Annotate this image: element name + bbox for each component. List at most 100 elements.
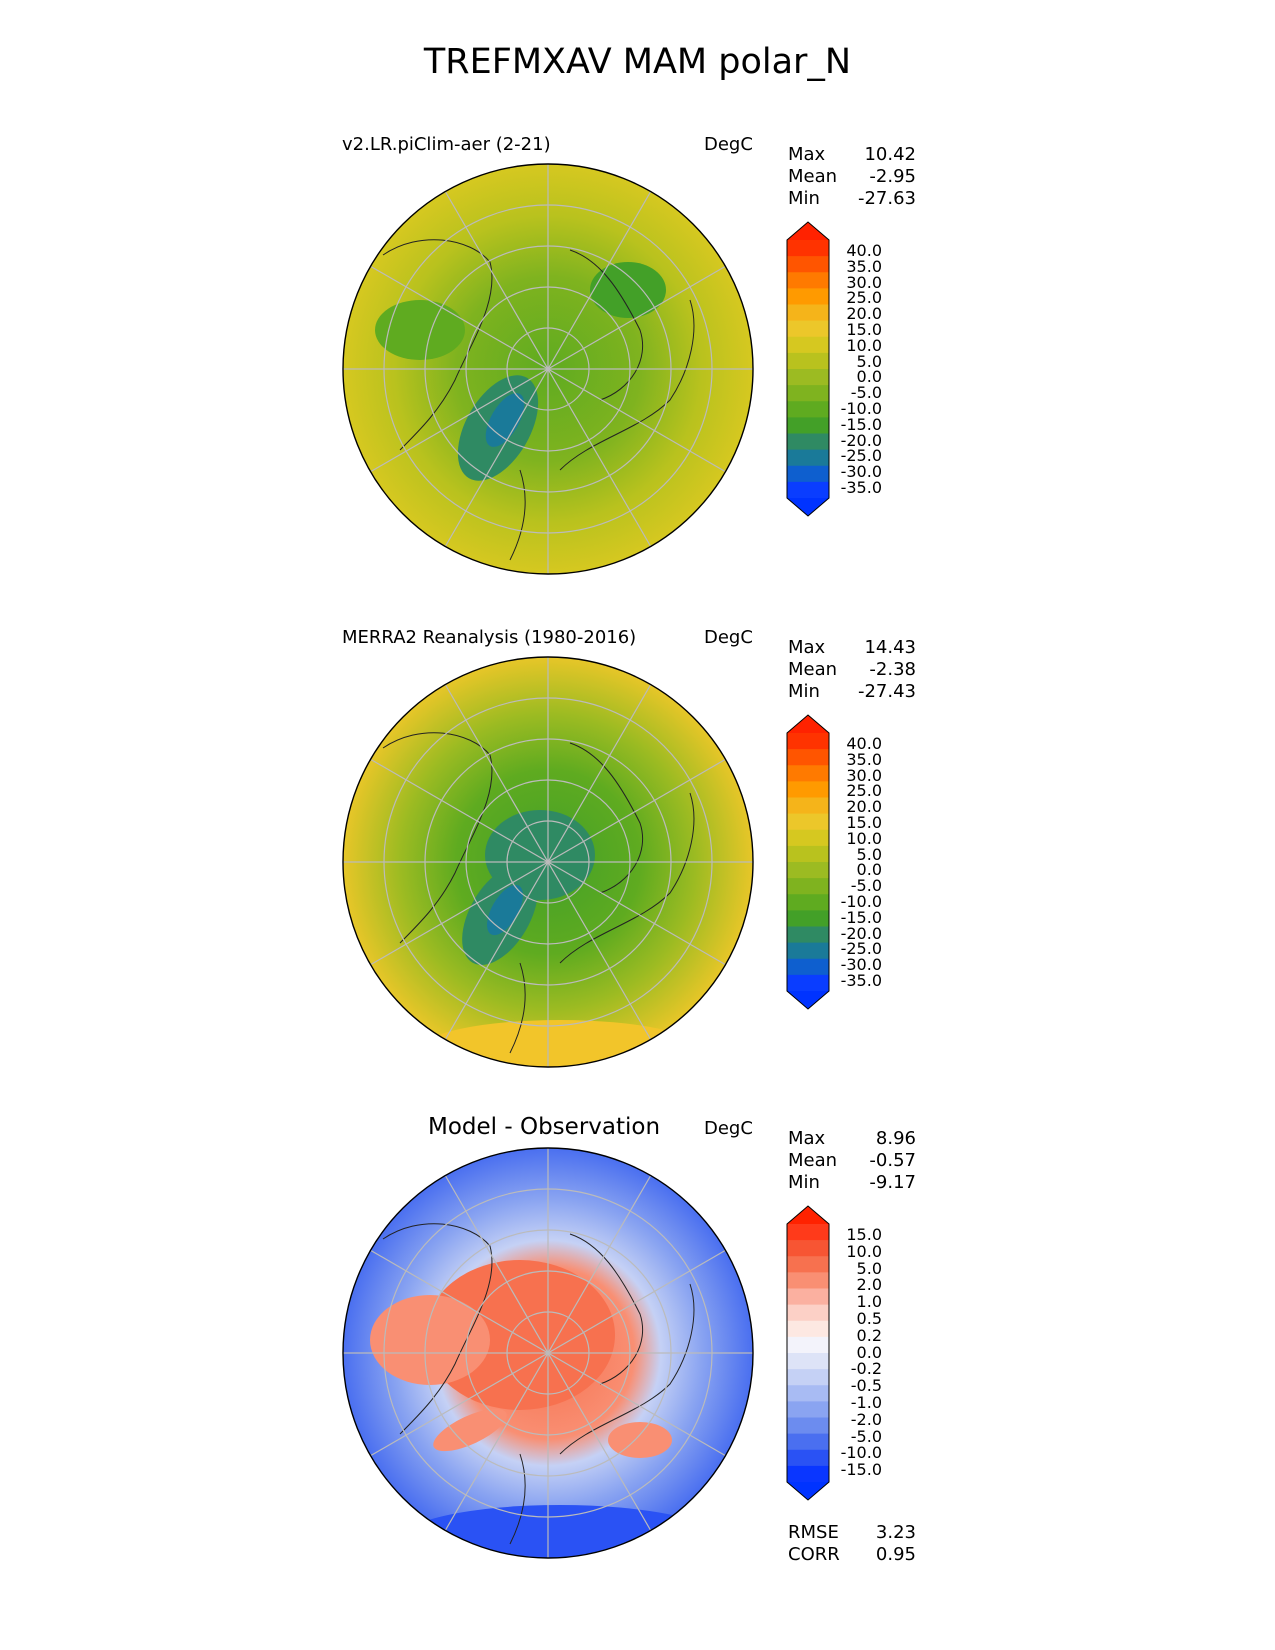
panel-1-colorbar (786, 221, 830, 517)
colorbar-segment (787, 1385, 829, 1402)
panel-2-colorbar-labels: 40.0 35.0 30.0 25.0 20.0 15.0 10.0 5.0 0… (834, 736, 882, 989)
cbar-tick: -0.5 (850, 1376, 882, 1396)
panel-3-units: DegC (704, 1118, 753, 1139)
cbar-tick: -30.0 (840, 955, 882, 975)
cbar-tick: -10.0 (840, 1443, 882, 1463)
colorbar-segment (787, 958, 829, 976)
corr-label: CORR (788, 1544, 840, 1565)
min-value: -9.17 (869, 1172, 916, 1193)
cbar-tick: 15.0 (846, 1225, 882, 1244)
cbar-tick: 20.0 (846, 304, 882, 324)
colorbar-segment (787, 481, 829, 499)
cbar-tick: 20.0 (846, 797, 882, 817)
colorbar-segment (787, 385, 829, 402)
colorbar-segment (787, 797, 829, 815)
colorbar-outline (786, 714, 830, 1010)
cbar-tick: -2.0 (850, 1409, 882, 1429)
cbar-tick: 35.0 (846, 749, 882, 769)
cbar-tick: -30.0 (840, 462, 882, 482)
colorbar-segment (787, 433, 829, 451)
cbar-tick: -20.0 (840, 923, 882, 943)
colorbar-segment (787, 1336, 829, 1354)
colorbar-segment (787, 1320, 829, 1338)
cbar-tick: 30.0 (846, 765, 882, 785)
mean-label: Mean (788, 659, 838, 680)
colorbar-over-arrow (787, 1206, 829, 1224)
max-value: 14.43 (864, 637, 916, 658)
cbar-tick: 2.0 (856, 1275, 882, 1295)
cbar-tick: 10.0 (846, 828, 882, 848)
colorbar-segment (787, 401, 829, 418)
colorbar-segment (787, 845, 829, 863)
cbar-tick: 15.0 (846, 812, 882, 832)
mean-label: Mean (788, 1150, 838, 1171)
max-label: Max (788, 1128, 826, 1149)
figure-title: TREFMXAV MAM polar_N (423, 42, 852, 82)
cbar-tick: -10.0 (840, 891, 882, 911)
colorbar-segment (787, 1433, 829, 1451)
panel-1-title: v2.LR.piClim-aer (2-21) (342, 134, 551, 155)
corr-value: 0.95 (875, 1544, 916, 1565)
max-value: 10.42 (864, 144, 916, 165)
mean-value: -2.95 (869, 166, 916, 187)
cbar-tick: -5.0 (850, 876, 882, 896)
panel-1-units: DegC (704, 134, 753, 155)
cbar-tick: 5.0 (856, 351, 882, 371)
cbar-tick: -1.0 (850, 1392, 882, 1412)
cbar-tick: -25.0 (840, 446, 882, 466)
max-label: Max (788, 637, 826, 658)
colorbar-segment (787, 829, 829, 847)
colorbar-segment (787, 320, 829, 338)
cbar-tick: 1.0 (856, 1292, 882, 1312)
colorbar-segment (787, 862, 829, 879)
colorbar-segment (787, 449, 829, 467)
panel-1-colorbar-labels: 40.0 35.0 30.0 25.0 20.0 15.0 10.0 5.0 0… (834, 243, 882, 496)
min-label: Min (788, 1172, 820, 1193)
cbar-tick: 10.0 (846, 335, 882, 355)
colorbar-segment (787, 1417, 829, 1435)
colorbar-segment (787, 733, 829, 750)
panel-3-colorbar (786, 1205, 830, 1501)
colorbar-segment (787, 1272, 829, 1290)
colorbar-segment (787, 304, 829, 322)
cbar-tick: 25.0 (846, 288, 882, 308)
panel-1-stats: Max 10.42 Mean -2.95 Min -27.63 (788, 144, 916, 210)
panel-3-map (342, 1147, 754, 1559)
colorbar-over-arrow (787, 715, 829, 733)
cbar-tick: 35.0 (846, 256, 882, 276)
cbar-tick: -10.0 (840, 398, 882, 418)
mean-value: -2.38 (869, 659, 916, 680)
colorbar-segment (787, 1304, 829, 1322)
colorbar-segment (787, 1369, 829, 1386)
colorbar-segment (787, 1288, 829, 1306)
panel-3-colorbar-labels: 15.0 10.0 5.0 2.0 1.0 0.5 0.2 0.0 -0.2 -… (834, 1225, 882, 1480)
cbar-tick: -15.0 (840, 1460, 882, 1480)
panel-2-units: DegC (704, 627, 753, 648)
colorbar-segment (787, 272, 829, 289)
mean-label: Mean (788, 166, 838, 187)
colorbar-segment (787, 1465, 829, 1483)
rmse-label: RMSE (788, 1522, 839, 1543)
colorbar-segment (787, 749, 829, 766)
cbar-tick: -5.0 (850, 1426, 882, 1446)
cbar-tick: 5.0 (856, 844, 882, 864)
cbar-tick: 10.0 (846, 1241, 882, 1261)
cbar-tick: -35.0 (840, 970, 882, 990)
colorbar-under-arrow (787, 1482, 829, 1500)
panel-2-map (342, 656, 754, 1068)
colorbar-segment (787, 765, 829, 782)
panel-2-colorbar (786, 714, 830, 1010)
colorbar-segment (787, 894, 829, 911)
panel-3-scores: RMSE 3.23 CORR 0.95 (788, 1522, 916, 1566)
colorbar-segment (787, 1224, 829, 1241)
cbar-tick: -15.0 (840, 414, 882, 434)
panel-3-stats: Max 8.96 Mean -0.57 Min -9.17 (788, 1128, 916, 1194)
min-label: Min (788, 681, 820, 702)
cbar-tick: 40.0 (846, 734, 882, 753)
colorbar-segment (787, 1353, 829, 1370)
colorbar-segment (787, 1240, 829, 1257)
colorbar-segment (787, 781, 829, 799)
colorbar-segment (787, 974, 829, 992)
colorbar-segment (787, 369, 829, 386)
cbar-tick: 0.0 (856, 1342, 882, 1362)
